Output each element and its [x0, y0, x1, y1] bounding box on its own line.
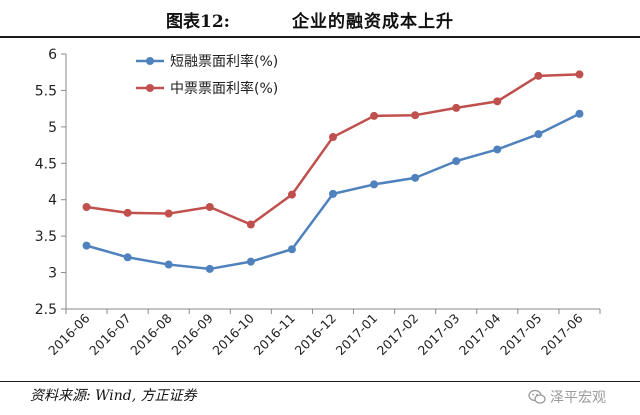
x-tick-label: 2017-01 — [333, 311, 381, 359]
figure-title: 企业的融资成本上升 — [292, 12, 454, 32]
series-1-point — [246, 257, 255, 266]
series-2-point — [575, 70, 584, 79]
y-tick-label: 5.5 — [35, 83, 57, 99]
series-1-point — [534, 130, 543, 139]
x-tick-label: 2016-11 — [251, 311, 299, 359]
series-2-point — [329, 133, 337, 142]
y-tick-label: 3 — [48, 266, 57, 282]
y-tick-label: 3.5 — [35, 229, 57, 245]
series-1-point — [164, 260, 173, 269]
x-tick-label: 2017-04 — [456, 310, 504, 358]
line-chart: 2.533.544.555.562016-062016-072016-08201… — [35, 47, 601, 359]
y-tick-label: 4.5 — [35, 156, 57, 172]
series-1-point — [411, 173, 420, 182]
series-2-point — [287, 190, 296, 199]
series-line-2 — [86, 73, 580, 226]
chart-axes: 2.533.544.555.562016-062016-072016-08201… — [35, 47, 601, 359]
watermark-text: 泽平宏观 — [550, 390, 606, 406]
series-2-point — [452, 103, 461, 112]
x-tick-label: 2016-08 — [127, 310, 175, 358]
x-tick-label: 2017-05 — [497, 311, 545, 359]
y-tick-label: 5 — [48, 120, 57, 136]
legend-label-1: 短融票面利率(%) — [170, 53, 278, 70]
x-tick-label: 2016-09 — [168, 310, 216, 358]
series-2-point — [123, 208, 132, 217]
footer-divider — [0, 381, 640, 382]
legend-marker-2 — [146, 84, 154, 92]
series-2-point — [205, 203, 214, 211]
x-tick-label: 2017-06 — [538, 310, 586, 358]
y-tick-label: 4 — [48, 193, 57, 209]
x-tick-label: 2016-07 — [86, 311, 134, 359]
series-2-point — [246, 220, 255, 229]
x-tick-label: 2016-12 — [292, 311, 340, 359]
legend-marker-1 — [146, 57, 154, 65]
chart-legend: 短融票面利率(%) 中票票面利率(%) — [136, 53, 278, 97]
series-1-point — [205, 264, 214, 273]
y-tick-label: 6 — [48, 47, 57, 63]
legend-label-2: 中票票面利率(%) — [170, 80, 278, 97]
series-2-point — [411, 111, 420, 120]
series-1-point — [452, 157, 461, 166]
x-tick-label: 2016-10 — [209, 310, 257, 358]
series-1-point — [575, 109, 584, 118]
series-2-point — [493, 97, 502, 106]
wechat-icon — [528, 389, 546, 404]
series-2-point — [164, 209, 173, 218]
watermark: 泽平宏观 — [528, 387, 606, 407]
series-1-point — [123, 253, 132, 262]
series-1-point — [370, 180, 379, 189]
x-tick-label: 2017-03 — [415, 311, 463, 359]
chart-series — [82, 70, 584, 273]
figure-header: 图表12: 企业的融资成本上升 — [0, 0, 640, 36]
figure-label: 图表12: — [166, 12, 230, 32]
series-2-point — [534, 71, 543, 80]
series-1-point — [493, 145, 502, 154]
series-1-point — [82, 241, 91, 250]
source-note: 资料来源: Wind, 方正证券 — [30, 388, 197, 404]
series-2-point — [82, 203, 91, 211]
series-2-point — [370, 111, 379, 120]
x-tick-label: 2017-02 — [374, 311, 422, 359]
series-1-point — [287, 245, 296, 254]
header-divider — [0, 36, 640, 38]
y-tick-label: 2.5 — [35, 302, 57, 318]
series-1-point — [329, 189, 337, 198]
